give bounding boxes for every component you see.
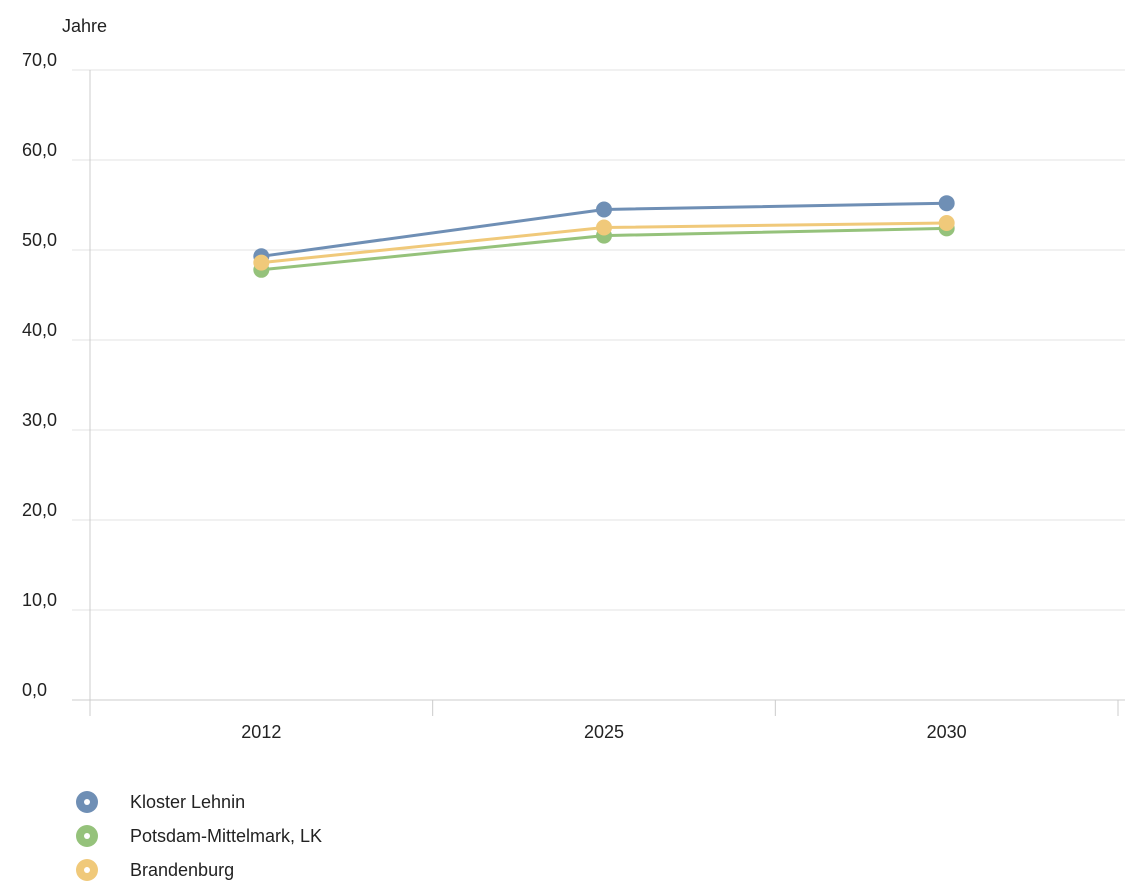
legend-marker-icon [76,791,98,813]
chart-legend: Kloster Lehnin Potsdam-Mittelmark, LK Bran… [76,786,322,888]
y-tick-label: 50,0 [22,230,57,250]
legend-marker-icon [76,825,98,847]
legend-marker-dot [84,867,90,873]
y-tick-label: 60,0 [22,140,57,160]
y-tick-label: 0,0 [22,680,47,700]
x-tick-label: 2030 [927,722,967,742]
y-tick-label: 10,0 [22,590,57,610]
legend-label: Kloster Lehnin [130,792,245,813]
legend-item[interactable]: Brandenburg [76,854,322,886]
data-point[interactable] [939,195,955,211]
data-point[interactable] [596,202,612,218]
y-tick-label: 20,0 [22,500,57,520]
legend-label: Brandenburg [130,860,234,881]
legend-item[interactable]: Kloster Lehnin [76,786,322,818]
y-tick-labels: 0,0 10,0 20,0 30,0 40,0 50,0 60,0 70,0 [22,50,57,700]
data-point[interactable] [596,220,612,236]
data-point[interactable] [253,255,269,271]
legend-label: Potsdam-Mittelmark, LK [130,826,322,847]
legend-item[interactable]: Potsdam-Mittelmark, LK [76,820,322,852]
y-axis-title: Jahre [62,16,107,36]
y-tick-label: 40,0 [22,320,57,340]
x-tick-label: 2012 [241,722,281,742]
data-point[interactable] [939,215,955,231]
y-tick-label: 70,0 [22,50,57,70]
gridlines [72,70,1125,700]
legend-marker-dot [84,799,90,805]
y-tick-label: 30,0 [22,410,57,430]
legend-marker-icon [76,859,98,881]
axes [90,70,1118,716]
x-tick-label: 2025 [584,722,624,742]
line-chart: Jahre 0,0 10,0 20,0 30,0 40,0 50,0 60,0 70,0 20… [0,0,1125,770]
legend-marker-dot [84,833,90,839]
x-tick-labels: 2012 2025 2030 [241,722,966,742]
series-lines [253,195,954,278]
